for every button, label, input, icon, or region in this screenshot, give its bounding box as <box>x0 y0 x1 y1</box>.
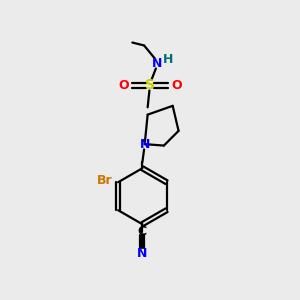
Text: O: O <box>118 79 129 92</box>
Text: C: C <box>138 225 147 238</box>
Text: N: N <box>140 138 150 151</box>
Text: H: H <box>163 53 173 66</box>
Text: S: S <box>145 78 155 92</box>
Text: N: N <box>137 247 148 260</box>
Text: Br: Br <box>97 174 113 187</box>
Text: O: O <box>171 79 182 92</box>
Text: N: N <box>152 57 163 70</box>
